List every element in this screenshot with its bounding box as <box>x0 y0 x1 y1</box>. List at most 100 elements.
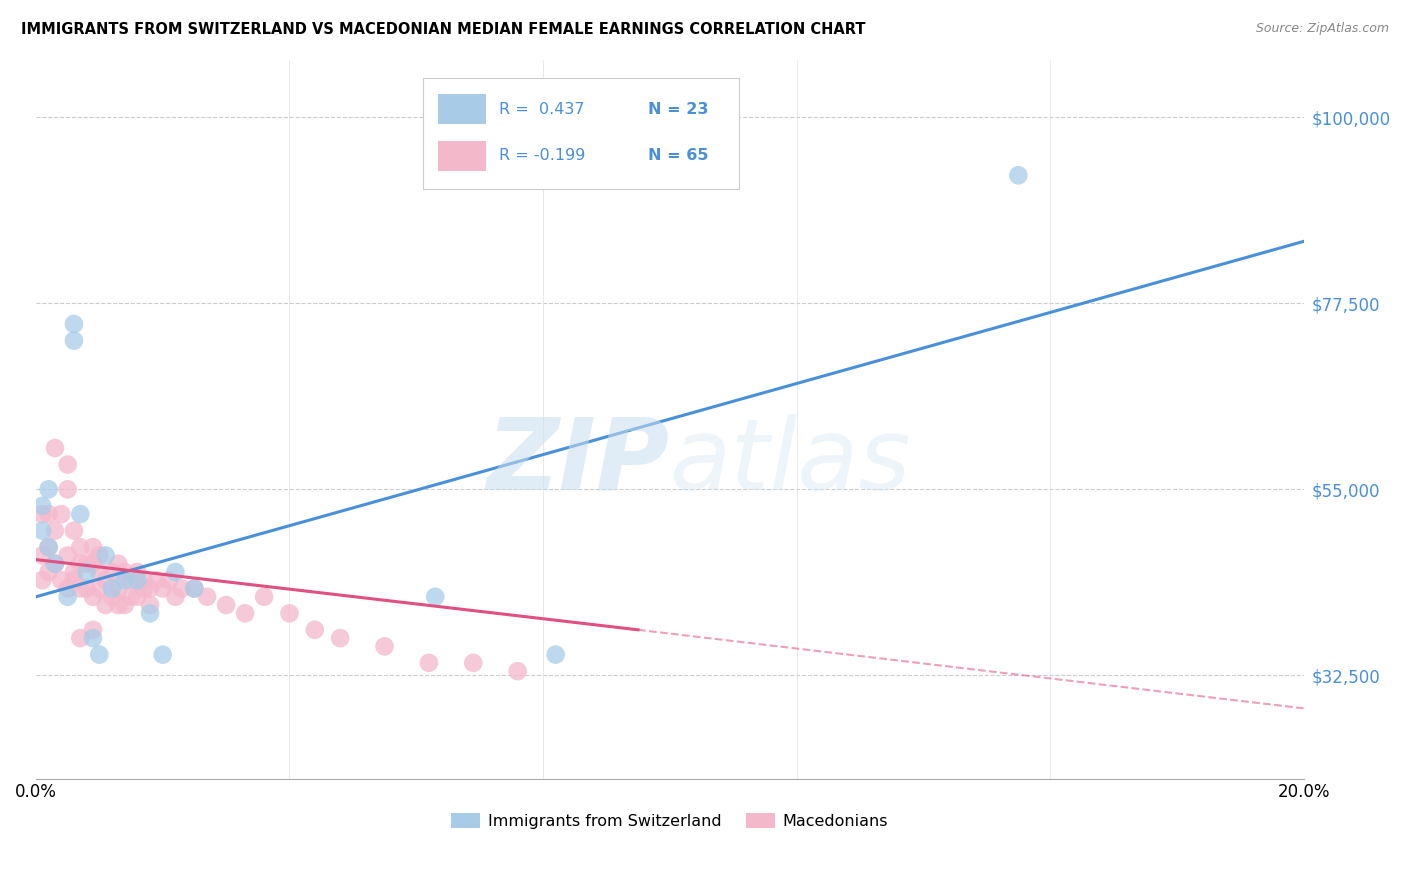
Point <box>127 573 149 587</box>
Point <box>107 557 129 571</box>
Point <box>170 582 193 596</box>
Point <box>132 582 155 596</box>
Point <box>94 549 117 563</box>
Text: ZIP: ZIP <box>486 414 669 511</box>
Point <box>69 507 91 521</box>
Point <box>127 565 149 579</box>
Text: atlas: atlas <box>669 414 911 511</box>
Point <box>38 565 60 579</box>
Point <box>82 623 104 637</box>
Point <box>101 582 124 596</box>
Point <box>101 590 124 604</box>
Point <box>56 458 79 472</box>
Point <box>69 540 91 554</box>
Point <box>425 590 447 604</box>
Point <box>31 573 53 587</box>
Point <box>56 582 79 596</box>
Point <box>107 582 129 596</box>
Point <box>304 623 326 637</box>
Point <box>418 656 440 670</box>
FancyBboxPatch shape <box>423 78 740 189</box>
Point <box>44 524 66 538</box>
Point <box>373 640 395 654</box>
Point <box>152 648 174 662</box>
Point <box>94 598 117 612</box>
Point <box>82 590 104 604</box>
Point <box>101 565 124 579</box>
Point <box>233 607 256 621</box>
Point <box>38 540 60 554</box>
Point <box>82 557 104 571</box>
Point <box>38 483 60 497</box>
Point <box>278 607 301 621</box>
Point <box>215 598 238 612</box>
Text: N = 65: N = 65 <box>648 148 709 163</box>
Point <box>145 573 167 587</box>
Point <box>139 607 162 621</box>
Point <box>132 573 155 587</box>
Point <box>38 540 60 554</box>
Point <box>56 590 79 604</box>
Legend: Immigrants from Switzerland, Macedonians: Immigrants from Switzerland, Macedonians <box>446 806 894 835</box>
Point <box>31 549 53 563</box>
Point <box>31 507 53 521</box>
Point <box>76 582 98 596</box>
Point <box>89 549 111 563</box>
Point <box>69 582 91 596</box>
Point <box>544 648 567 662</box>
Text: R =  0.437: R = 0.437 <box>499 102 583 117</box>
Point <box>139 598 162 612</box>
Text: R = -0.199: R = -0.199 <box>499 148 585 163</box>
Point <box>183 582 205 596</box>
Point <box>329 631 352 645</box>
Point <box>89 565 111 579</box>
Point <box>63 334 86 348</box>
Point <box>195 590 218 604</box>
Point <box>120 573 142 587</box>
Point <box>63 565 86 579</box>
Point <box>114 565 136 579</box>
Point <box>76 565 98 579</box>
Point <box>89 648 111 662</box>
Point <box>38 507 60 521</box>
Point <box>114 598 136 612</box>
Point <box>183 582 205 596</box>
Point <box>69 631 91 645</box>
Point <box>44 441 66 455</box>
Point <box>107 598 129 612</box>
Point <box>463 656 485 670</box>
Point <box>82 540 104 554</box>
Text: Source: ZipAtlas.com: Source: ZipAtlas.com <box>1256 22 1389 36</box>
Text: IMMIGRANTS FROM SWITZERLAND VS MACEDONIAN MEDIAN FEMALE EARNINGS CORRELATION CHA: IMMIGRANTS FROM SWITZERLAND VS MACEDONIA… <box>21 22 866 37</box>
Point <box>69 557 91 571</box>
Text: N = 23: N = 23 <box>648 102 709 117</box>
Point <box>139 582 162 596</box>
Point <box>82 631 104 645</box>
Point <box>89 582 111 596</box>
Point <box>94 573 117 587</box>
Point <box>56 549 79 563</box>
Point <box>31 524 53 538</box>
Point <box>51 573 73 587</box>
Point <box>31 499 53 513</box>
Point <box>44 557 66 571</box>
Point <box>63 317 86 331</box>
Point <box>152 582 174 596</box>
Point <box>165 590 187 604</box>
Point <box>253 590 276 604</box>
Point <box>56 483 79 497</box>
Point <box>114 573 136 587</box>
Point <box>44 557 66 571</box>
Point <box>63 573 86 587</box>
Point <box>120 590 142 604</box>
Point <box>51 507 73 521</box>
Point <box>506 664 529 678</box>
Point <box>127 590 149 604</box>
Point <box>165 565 187 579</box>
Point <box>76 557 98 571</box>
FancyBboxPatch shape <box>437 141 486 171</box>
Point <box>1007 169 1029 183</box>
Point <box>157 573 180 587</box>
Point <box>63 524 86 538</box>
FancyBboxPatch shape <box>437 95 486 124</box>
